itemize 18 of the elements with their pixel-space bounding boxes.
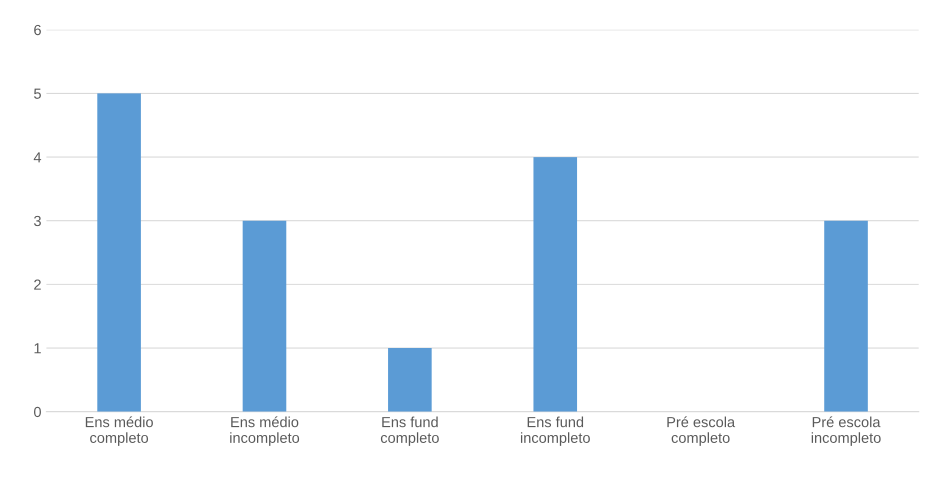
- y-tick-label: 0: [34, 406, 41, 418]
- x-tick-label: Pré escola incompleto: [812, 416, 881, 446]
- bar: [388, 348, 432, 412]
- y-tick-label: 4: [34, 152, 42, 162]
- x-tick-label: Pré escola completo: [667, 416, 736, 446]
- x-tick-label: Ens fund incompleto: [520, 416, 590, 446]
- y-tick-label: 2: [34, 279, 41, 290]
- x-tick-label: Ens médio incompleto: [230, 416, 300, 446]
- x-tick-label: Ens médio completo: [86, 416, 153, 446]
- y-tick-label: 6: [34, 24, 41, 36]
- bar: [97, 93, 141, 412]
- y-tick-label: 3: [34, 216, 41, 226]
- y-tick-label: 5: [34, 88, 41, 99]
- bar: [533, 157, 578, 412]
- x-tick-label: Ens fund completo: [380, 416, 439, 446]
- y-tick-label: 1: [34, 343, 41, 354]
- bar: [824, 220, 868, 412]
- bar: [242, 220, 286, 412]
